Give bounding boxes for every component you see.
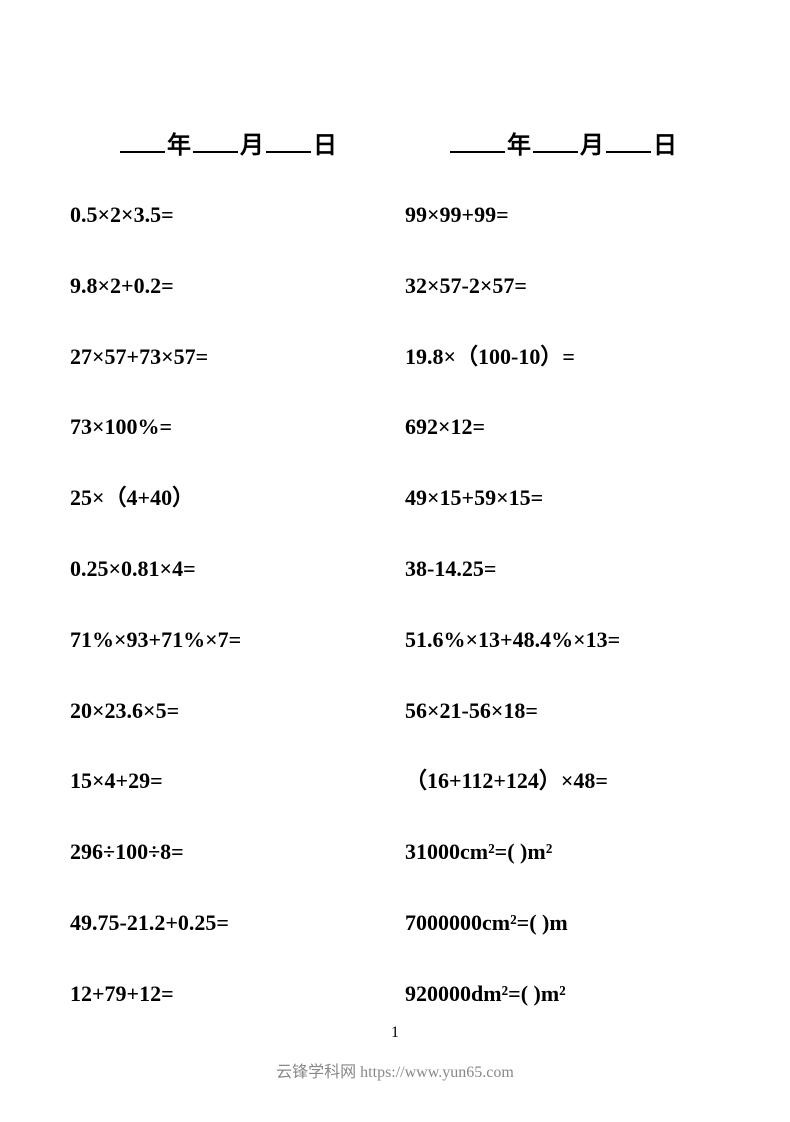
problem-item: 12+79+12=: [70, 979, 385, 1010]
problem-item: 25×（4+40）: [70, 483, 385, 514]
problem-item: 15×4+29=: [70, 766, 385, 797]
footer-text: 云锋学科网 https://www.yun65.com: [0, 1058, 790, 1082]
day-blank[interactable]: [606, 129, 651, 153]
day-label: 日: [653, 133, 677, 159]
year-label: 年: [167, 133, 191, 159]
problem-item: 73×100%=: [70, 412, 385, 443]
month-label: 月: [580, 133, 604, 159]
right-column: 年 月 日 99×99+99= 32×57-2×57= 19.8×（100-10）=…: [405, 125, 720, 1050]
date-header-left: 年月日: [70, 125, 385, 160]
problem-item: 71%×93+71%×7=: [70, 625, 385, 656]
problem-item: 56×21-56×18=: [405, 696, 720, 727]
month-blank[interactable]: [533, 129, 578, 153]
problem-item: 920000dm²=( )m²: [405, 979, 720, 1010]
problem-item: 51.6%×13+48.4%×13=: [405, 625, 720, 656]
problem-item: 0.5×2×3.5=: [70, 200, 385, 231]
problem-item: 31000cm²=( )m²: [405, 837, 720, 868]
problem-item: 19.8×（100-10）=: [405, 342, 720, 373]
problem-item: 32×57-2×57=: [405, 271, 720, 302]
worksheet-page: 年 月 日 0.5×2×3.5= 9.8×2+0.2= 27×57+73×57= 7…: [0, 0, 790, 1050]
day-label: 日: [313, 133, 337, 159]
problem-item: 692×12=: [405, 412, 720, 443]
problem-item: 0.25×0.81×4=: [70, 554, 385, 585]
problem-item: 49×15+59×15=: [405, 483, 720, 514]
problem-item: 9.8×2+0.2=: [70, 271, 385, 302]
problem-item: 7000000cm²=( )m: [405, 908, 720, 939]
month-blank[interactable]: [193, 129, 238, 153]
date-header-right: 年月日: [405, 125, 720, 160]
left-column: 年 月 日 0.5×2×3.5= 9.8×2+0.2= 27×57+73×57= 7…: [70, 125, 385, 1050]
problem-item: （16+112+124）×48=: [405, 766, 720, 797]
year-label: 年: [507, 133, 531, 159]
problem-item: 38-14.25=: [405, 554, 720, 585]
page-number: 1: [0, 1024, 790, 1042]
year-blank[interactable]: [450, 129, 505, 153]
problem-item: 27×57+73×57=: [70, 342, 385, 373]
problem-item: 20×23.6×5=: [70, 696, 385, 727]
problem-item: 296÷100÷8=: [70, 837, 385, 868]
year-blank[interactable]: [120, 129, 165, 153]
day-blank[interactable]: [266, 129, 311, 153]
problem-item: 99×99+99=: [405, 200, 720, 231]
problem-item: 49.75-21.2+0.25=: [70, 908, 385, 939]
month-label: 月: [240, 133, 264, 159]
